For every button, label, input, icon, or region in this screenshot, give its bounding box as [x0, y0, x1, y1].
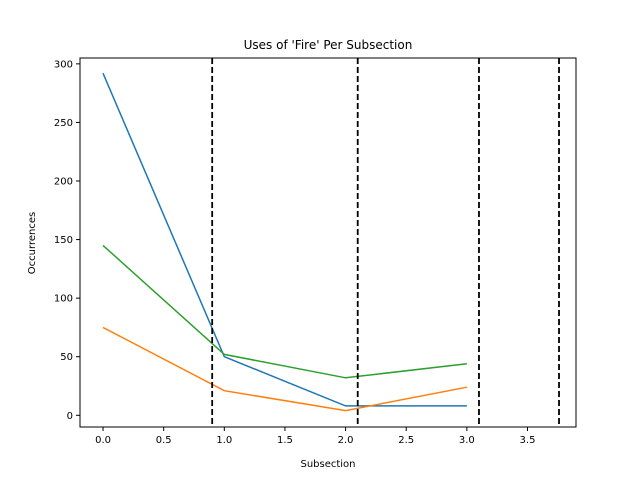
series-line-3 — [102, 244, 467, 379]
y-tick-label: 250 — [54, 118, 73, 129]
y-tick-label: 0 — [67, 411, 73, 422]
x-tick-label: 0.5 — [156, 435, 172, 446]
y-tick-label: 100 — [54, 294, 73, 305]
y-tick-label: 50 — [60, 352, 73, 363]
x-tick-label: 3.0 — [459, 435, 475, 446]
y-tick-label: 200 — [54, 177, 73, 188]
series-line-1 — [102, 72, 467, 407]
plot-area — [102, 58, 560, 427]
chart-title: Uses of 'Fire' Per Subsection — [244, 38, 413, 52]
x-tick-label: 0.0 — [95, 435, 111, 446]
y-tick-label: 150 — [54, 235, 73, 246]
x-tick-label: 2.0 — [338, 435, 354, 446]
x-tick-label: 1.5 — [277, 435, 293, 446]
x-axis-label: Subsection — [300, 459, 355, 470]
y-axis-label: Occurrences — [27, 212, 38, 274]
axes-frame — [79, 57, 577, 428]
series-line-2 — [102, 326, 468, 412]
x-tick-label: 1.0 — [216, 435, 232, 446]
x-tick-label: 3.5 — [520, 435, 536, 446]
x-tick-label: 2.5 — [398, 435, 414, 446]
y-tick-label: 300 — [54, 59, 73, 70]
